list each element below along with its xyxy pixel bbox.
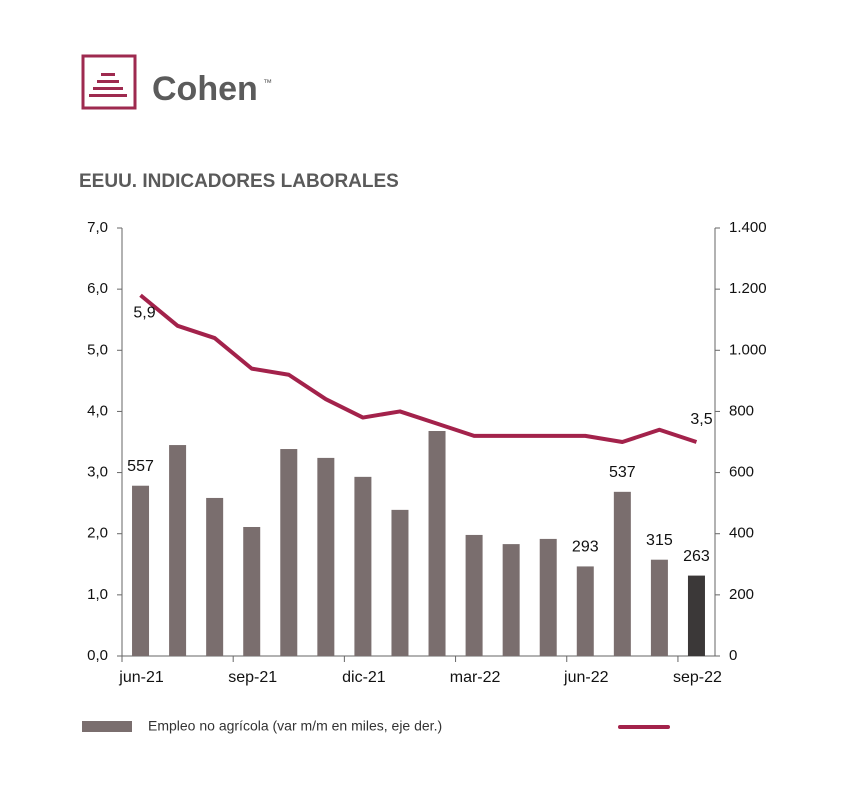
y-tick-label: 2,0 [87,525,108,542]
line-label: 5,9 [133,304,155,321]
bar [428,430,446,656]
logo-step [97,80,119,83]
logo-text: Cohen [152,70,258,108]
y2-tick-label: 800 [729,402,754,419]
y2-tick-label: 200 [729,586,754,603]
bar-label: 315 [646,532,673,549]
bar [206,497,224,656]
line-label: 3,5 [690,411,712,428]
y2-tick-label: 1.200 [729,280,767,297]
y-tick-label: 1,0 [87,586,108,603]
y-tick-label: 0,0 [87,647,108,664]
logo-step [93,87,123,90]
logo-frame [81,54,137,110]
bar [132,485,150,656]
y-tick-label: 4,0 [87,402,108,419]
y-tick-label: 3,0 [87,464,108,481]
bar [280,449,298,656]
y-tick-label: 7,0 [87,219,108,236]
x-tick-label: sep-22 [673,669,722,686]
x-tick-label: sep-21 [228,669,277,686]
bar [354,476,372,656]
bar [650,559,668,656]
bar [613,491,631,656]
bar [576,566,594,656]
y2-tick-label: 0 [729,647,737,664]
line [139,293,698,444]
bar [465,534,483,656]
y-tick-label: 5,0 [87,341,108,358]
logo-step [89,94,127,97]
logo-step [101,73,115,76]
bar [317,457,335,656]
legend-label: Empleo no agrícola (var m/m en miles, ej… [148,718,442,734]
bar [502,544,520,656]
bar [391,509,409,656]
x-tick-label: dic-21 [342,669,386,686]
y2-tick-label: 400 [729,525,754,542]
y2-tick-label: 600 [729,464,754,481]
bar [169,445,187,656]
bar-label: 263 [683,548,710,565]
y-tick-label: 6,0 [87,280,108,297]
bar [687,575,705,656]
bar [539,538,557,656]
x-tick-label: mar-22 [450,669,501,686]
logo-mark: ™ [263,77,272,87]
x-tick-label: jun-22 [563,669,609,686]
bar [243,526,261,656]
bar-label: 537 [609,464,636,481]
bar-label: 293 [572,539,599,556]
chart-title: EEUU. INDICADORES LABORALES [79,171,399,192]
bar-label: 557 [127,458,154,475]
x-tick-label: jun-21 [118,669,164,686]
y2-tick-label: 1.000 [729,341,767,358]
legend-swatch [82,721,132,732]
logo: Cohen ™ [81,54,272,110]
y2-tick-label: 1.400 [729,219,767,236]
